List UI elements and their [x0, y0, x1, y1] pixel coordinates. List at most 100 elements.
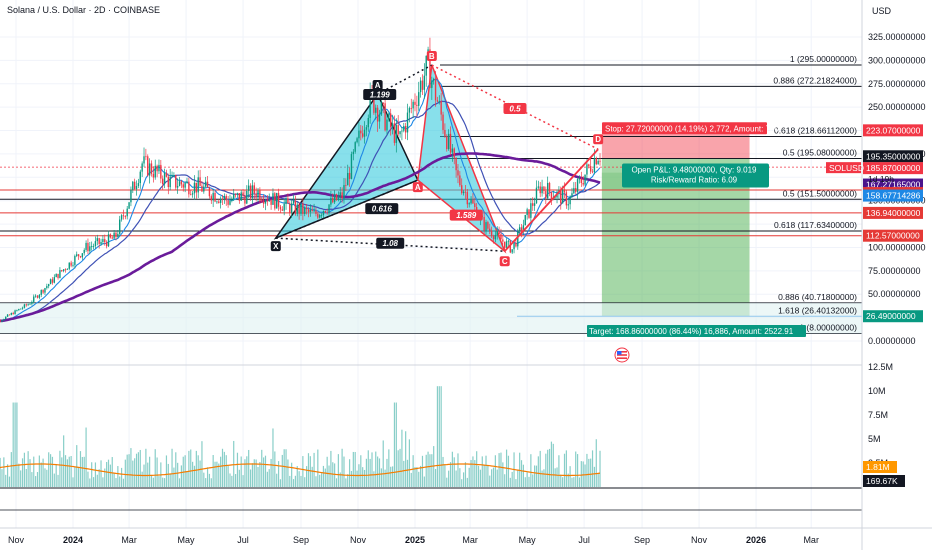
fib-level-label: 0.886 (40.71800000)	[778, 292, 857, 302]
volume-bar	[345, 478, 347, 487]
candle-body	[380, 103, 383, 115]
volume-bar	[569, 466, 571, 487]
fib-level-label: 0.5 (151.50000000)	[783, 188, 857, 198]
candle-body	[571, 193, 573, 197]
candle-body	[12, 313, 14, 315]
time-axis[interactable]: Nov 2024 Mar May Jul Sep Nov 2025 Mar May Jul Sep No…	[8, 535, 819, 545]
price-axis-badge	[863, 229, 923, 242]
candle-body	[320, 214, 323, 216]
candle-body	[277, 192, 280, 207]
volume-bar	[367, 450, 369, 487]
candle-body	[249, 185, 252, 199]
volume-bar	[562, 477, 564, 487]
chart-title[interactable]: Solana / U.S. Dollar · 2D · COINBASE	[7, 5, 160, 15]
candle-body	[322, 211, 325, 215]
volume-bar	[236, 452, 239, 487]
position-info-boxes: Stop: 27.72000000 (14.19%) 2,772, Amount…	[587, 122, 806, 337]
candle-body	[115, 232, 117, 237]
us-flag-icon[interactable]	[614, 347, 630, 363]
candle-body	[348, 172, 351, 179]
candle-body	[462, 191, 465, 194]
volume-bar	[167, 463, 169, 487]
volume-bar	[591, 450, 594, 487]
candle-body	[315, 210, 317, 214]
volume-bar	[92, 477, 95, 487]
candle-body	[468, 203, 470, 205]
price-tick-label: 50.00000000	[868, 289, 921, 299]
volume-bar	[524, 477, 526, 487]
candle-body	[421, 80, 424, 90]
pattern-point-badge	[593, 134, 604, 145]
candle-body	[1, 320, 3, 322]
volume-bar	[405, 431, 407, 487]
candle-body	[498, 230, 500, 235]
volume-bar	[347, 474, 349, 487]
volume-bar	[276, 473, 278, 487]
volume-bar	[378, 458, 381, 487]
candle-body	[294, 200, 297, 214]
volume-bar	[330, 450, 332, 487]
volume-bar	[89, 478, 91, 487]
long-position-zones[interactable]	[601, 132, 750, 317]
candle-body	[171, 175, 173, 177]
ma-slow-line	[0, 152, 601, 323]
symbol-tag-label: SOLUSD	[829, 163, 864, 173]
volume-bar	[35, 476, 37, 487]
candle-body	[68, 262, 70, 269]
volume-bar	[399, 448, 401, 487]
candle-body	[455, 157, 457, 171]
candle-body	[509, 240, 512, 253]
volume-bar	[74, 466, 76, 487]
ratio-badge	[376, 237, 405, 249]
volume-bar	[388, 449, 390, 487]
volume-bar	[586, 453, 588, 487]
volume-bar	[423, 476, 425, 487]
price-axis-value: 112.57000000	[866, 231, 920, 241]
volume-bar	[380, 468, 382, 487]
volume-bar	[281, 454, 283, 487]
bd-dotted-line	[431, 64, 599, 150]
fib-level-label: 0.618 (117.63400000)	[774, 220, 857, 230]
fib-level-label: 0.886 (272.21824000)	[773, 75, 857, 85]
time-tick-label: Mar	[121, 535, 137, 545]
volume-bar	[111, 457, 113, 487]
ratio-badge	[365, 203, 399, 215]
candle-body	[375, 107, 377, 113]
currency-label[interactable]: USD	[872, 6, 892, 16]
candle-body	[287, 198, 289, 204]
volume-bar	[459, 468, 461, 487]
volume-bar	[451, 451, 453, 487]
xa-dotted-line	[275, 179, 419, 239]
volume-bar	[543, 469, 545, 487]
volume-bar	[406, 459, 409, 487]
candle-body	[66, 268, 69, 270]
volume-value: 169.67K	[866, 476, 898, 486]
candle-body	[186, 181, 188, 184]
candle-body	[266, 200, 269, 202]
candle-body	[48, 284, 50, 287]
volume-bar	[158, 476, 160, 487]
candle-body	[272, 193, 274, 205]
volume-bar	[257, 467, 259, 487]
candle-body	[584, 174, 586, 185]
candle-body	[332, 197, 334, 203]
volume-bar	[81, 456, 83, 487]
volume-bar	[78, 468, 80, 487]
volume-value-badge	[863, 475, 905, 487]
volume-bar	[552, 443, 554, 487]
candle-body	[356, 138, 358, 143]
candle-body	[485, 222, 487, 231]
candle-body	[483, 217, 485, 231]
candle-body	[307, 209, 310, 212]
volume-ma-line	[0, 463, 601, 477]
candle-body	[5, 316, 7, 320]
volume-bar	[348, 459, 351, 487]
candle-body	[184, 183, 186, 188]
volume-bar	[0, 457, 1, 487]
candle-body	[257, 190, 259, 198]
candle-body	[474, 203, 476, 208]
candle-body	[165, 172, 168, 177]
volume-bar	[300, 475, 302, 487]
